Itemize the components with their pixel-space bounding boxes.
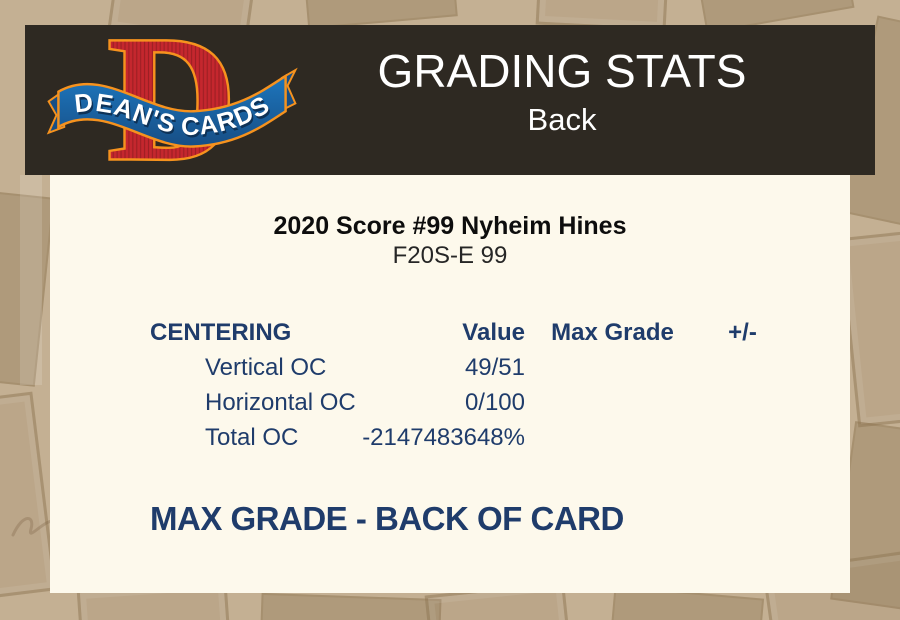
- row-plus-minus: [700, 350, 785, 385]
- card-code: F20S-E 99: [392, 242, 508, 269]
- row-label: Total OC: [205, 424, 299, 451]
- column-header-centering: CENTERING: [150, 319, 292, 346]
- row-value: -2147483648%: [362, 424, 525, 451]
- card-title: 2020 Score #99 Nyheim Hines: [273, 212, 627, 240]
- column-header-plus-minus: +/-: [728, 319, 757, 346]
- max-grade-note: MAX GRADE - BACK OF CARD: [150, 500, 624, 537]
- centering-table: CENTERING Value Max Grade +/- Vertical O…: [150, 315, 850, 455]
- row-max-grade: [525, 420, 700, 455]
- grading-panel: 2020 Score #99 Nyheim Hines F20S-E 99 CE…: [50, 175, 850, 593]
- page-subtitle: Back: [527, 102, 597, 137]
- page-title: GRADING STATS: [377, 45, 747, 97]
- column-header-max-grade: Max Grade: [551, 319, 674, 346]
- row-label: Horizontal OC: [205, 389, 356, 416]
- column-header-value: Value: [462, 319, 525, 346]
- background-card: [20, 175, 42, 385]
- row-label: Vertical OC: [205, 354, 327, 381]
- deans-cards-logo[interactable]: D DEAN'S CARDS DEAN'S CARDS: [43, 0, 301, 200]
- header-titles: GRADING STATS Back: [301, 25, 875, 140]
- row-max-grade: [525, 350, 700, 385]
- table-header-row: CENTERING Value Max Grade +/-: [150, 315, 850, 350]
- row-plus-minus: [700, 385, 785, 420]
- row-plus-minus: [700, 420, 785, 455]
- row-value: 49/51: [464, 354, 525, 381]
- table-row-horizontal-oc: Horizontal OC 0/100: [150, 385, 850, 420]
- table-row-total-oc: Total OC -2147483648%: [150, 420, 850, 455]
- deans-cards-logo-graphic: D DEAN'S CARDS DEAN'S CARDS: [46, 0, 298, 200]
- row-max-grade: [525, 385, 700, 420]
- table-row-vertical-oc: Vertical OC 49/51: [150, 350, 850, 385]
- background-card: [258, 592, 442, 620]
- ribbon-banner-icon: [57, 73, 287, 148]
- row-value: 0/100: [464, 389, 525, 416]
- header-bar: D DEAN'S CARDS DEAN'S CARDS GRADING STAT…: [25, 0, 875, 200]
